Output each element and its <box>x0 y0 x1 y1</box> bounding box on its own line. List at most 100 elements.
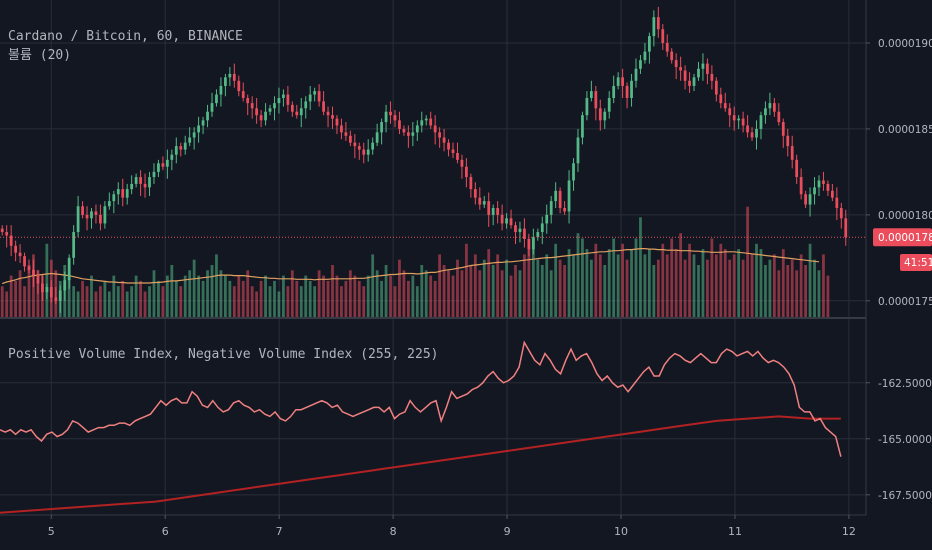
candle-body <box>295 111 299 116</box>
candle-body <box>648 36 651 52</box>
pvi-line <box>0 340 842 457</box>
candle-body <box>759 115 763 129</box>
candle-body <box>36 275 40 284</box>
time-axis[interactable]: 5 6 7 8 9 10 11 12 <box>48 515 856 538</box>
candle-body <box>224 77 227 86</box>
candle-body <box>219 85 223 95</box>
candle-body <box>174 146 178 155</box>
candle-body <box>103 206 107 224</box>
candle-body <box>90 211 93 219</box>
volume-bar <box>741 259 745 318</box>
candle-body <box>844 218 848 238</box>
volume-bar <box>398 259 401 318</box>
volume-bar <box>598 254 602 318</box>
indicator-tick-label: -167.5000 <box>878 490 932 502</box>
candle-body <box>732 115 736 121</box>
volume-bar <box>340 286 343 318</box>
volume-bar <box>808 243 812 318</box>
volume-bar <box>103 280 107 318</box>
candle-body <box>826 183 830 191</box>
candle-body <box>192 132 196 138</box>
indicator-title[interactable]: Positive Volume Index, Negative Volume I… <box>8 347 438 362</box>
volume-bar <box>375 270 379 318</box>
volume-bar <box>648 249 651 318</box>
volume-bar <box>201 280 205 318</box>
candle-body <box>406 132 410 136</box>
indicator-price-axis[interactable]: -162.5000 -165.0000 -167.5000 <box>866 378 932 502</box>
volume-legend[interactable]: 볼륨 (20) <box>8 48 71 63</box>
candle-body <box>692 77 696 86</box>
volume-bar <box>27 265 31 318</box>
volume-bar <box>661 243 665 318</box>
candle-body <box>621 77 624 86</box>
symbol-title[interactable]: Cardano / Bitcoin, 60, BINANCE <box>8 29 243 44</box>
volume-bar <box>679 233 683 318</box>
volume-bar <box>630 249 633 318</box>
candle-body <box>777 111 781 123</box>
candle-body <box>41 283 44 293</box>
candle-body <box>563 207 566 212</box>
candle-body <box>308 94 312 102</box>
volume-bar <box>607 249 611 318</box>
volume-bar <box>424 270 428 318</box>
volume-bar <box>121 280 125 318</box>
candle-body <box>67 257 71 281</box>
volume-bar <box>826 275 830 318</box>
candle-body <box>813 187 816 195</box>
candle-body <box>107 201 111 207</box>
volume-bar <box>589 259 593 318</box>
volume-bar <box>523 254 526 318</box>
candle-body <box>14 245 18 253</box>
volume-bar <box>567 249 571 318</box>
candle-body <box>165 159 169 167</box>
candle-body <box>72 232 76 258</box>
candle-body <box>58 290 62 301</box>
volume-bar <box>273 280 276 318</box>
candle-body <box>54 297 58 301</box>
candle-body <box>393 115 397 121</box>
candle-body <box>755 128 758 138</box>
volume-bar <box>473 254 477 318</box>
candle-body <box>786 135 790 147</box>
last-price-badge-bg <box>873 228 932 247</box>
volume-bar <box>335 275 339 318</box>
candle-body <box>523 228 526 239</box>
volume-bar <box>23 286 26 318</box>
volume-bar <box>585 249 589 318</box>
volume-bar <box>456 259 459 318</box>
volume-bar <box>362 286 366 318</box>
candle-body <box>241 91 245 98</box>
candle-body <box>353 142 357 147</box>
volume-bar <box>331 265 334 318</box>
candle-body <box>157 163 160 172</box>
candle-body <box>152 171 156 178</box>
volume-bar <box>429 275 433 318</box>
volume-bar <box>45 243 49 318</box>
candle-body <box>255 108 259 116</box>
volume-bar <box>139 280 142 318</box>
candle-body <box>473 189 477 198</box>
candle-body <box>215 94 218 104</box>
candle-body <box>23 256 26 267</box>
candle-body <box>183 142 187 150</box>
candle-body <box>527 238 531 250</box>
candle-body <box>518 228 522 233</box>
volume-bar <box>308 280 312 318</box>
candle-body <box>514 225 517 233</box>
volume-bar <box>469 265 473 318</box>
candle-body <box>201 120 205 126</box>
volume-bar <box>237 275 241 318</box>
candle-body <box>554 190 558 202</box>
candle-body <box>616 77 620 86</box>
candle-body <box>835 197 839 208</box>
volume-bar <box>241 280 245 318</box>
volume-bar <box>692 254 696 318</box>
candle-body <box>683 70 687 81</box>
volume-bar <box>165 275 169 318</box>
volume-bar <box>188 270 192 318</box>
countdown-badge: 41:51 <box>900 254 932 271</box>
candle-body <box>250 103 254 109</box>
